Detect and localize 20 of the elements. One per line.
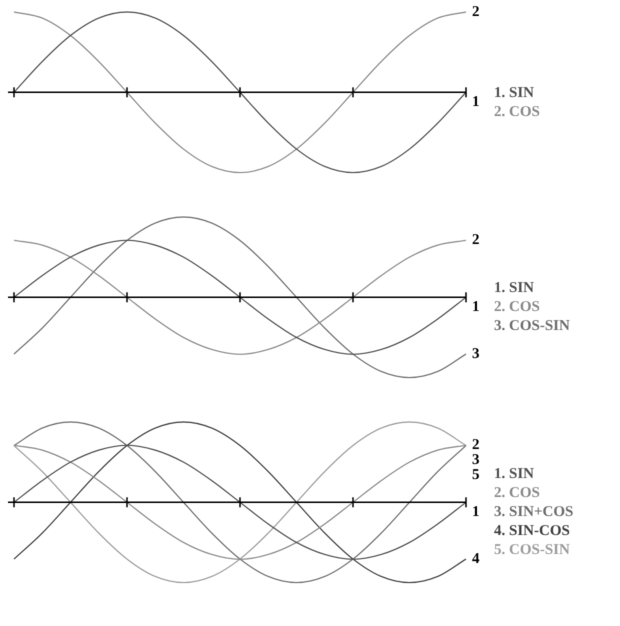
text: 1. SIN	[494, 465, 536, 484]
text: 4	[472, 550, 480, 567]
text: 2. COS	[494, 102, 540, 122]
text: 1	[472, 299, 480, 316]
text: 3	[472, 346, 480, 362]
text: 3. SIN+COS	[494, 503, 574, 522]
text: 1	[472, 94, 480, 110]
series-label: 1. SIN	[494, 279, 536, 298]
text: 3. COS-SIN	[494, 317, 570, 336]
text: 2. COS	[494, 484, 541, 503]
text: 2	[472, 4, 480, 20]
text: 5	[472, 467, 480, 484]
text: 1	[472, 504, 480, 520]
text: 5. COS-SIN	[494, 541, 571, 560]
text: 4. SIN-COS	[494, 522, 571, 541]
text: 2	[472, 437, 480, 454]
text: 2. COS	[494, 298, 541, 317]
text: 3	[472, 452, 480, 468]
series-label: 1. SIN	[494, 84, 536, 102]
text: 2	[472, 232, 480, 248]
